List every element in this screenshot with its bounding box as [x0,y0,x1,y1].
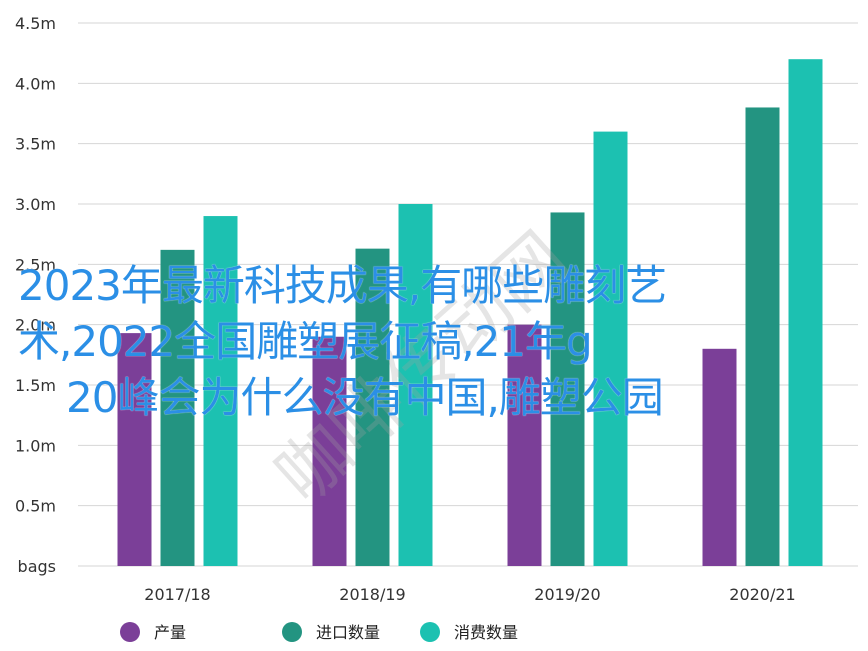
overlay-headline: 2023年最新科技成果,有哪些雕刻艺 术,2022全国雕塑展征稿,21年g 20… [18,258,778,426]
legend-label: 消费数量 [454,623,518,642]
y-axis-ticks: bags 0.5m 1.0m 1.5m 2.0m 2.5m 3.0m 3.5m 4.0m 4.5m [15,14,56,576]
bar-3-4 [788,59,823,566]
bar-2-4 [745,107,780,566]
legend-swatch [120,622,140,642]
legend-label: 产量 [154,623,186,642]
bar-1-4 [702,348,737,566]
y-tick-label: bags [18,557,56,576]
bar-2-2 [355,248,390,566]
x-axis-ticks: 2017/18 2018/19 2019/20 2020/21 [144,585,795,604]
legend-swatch [282,622,302,642]
y-tick-label: 1.0m [15,436,56,455]
y-tick-label: 4.0m [15,74,56,93]
legend: 产量 进口数量 消费数量 [120,622,518,642]
bars [117,59,823,567]
legend-swatch [420,622,440,642]
y-tick-label: 0.5m [15,497,56,516]
y-tick-label: 2.5m [15,255,56,274]
bar-2-1 [160,249,195,566]
bar-3-1 [203,216,238,567]
bar-3-3 [593,131,628,566]
overlay-line-3: 20峰会为什么没有中国,雕塑公园 [66,373,664,422]
bar-3-2 [398,204,433,566]
bar-1-1 [117,333,152,566]
y-tick-label: 3.5m [15,135,56,154]
legend-label: 进口数量 [316,623,380,642]
bar-1-3 [507,324,542,566]
bar-2-3 [550,212,585,567]
y-tick-label: 3.0m [15,195,56,214]
bar-1-2 [312,336,347,566]
x-tick-label: 2019/20 [534,585,600,604]
y-tick-label: 1.5m [15,376,56,395]
x-tick-label: 2017/18 [144,585,210,604]
overlay-line-1: 2023年最新科技成果,有哪些雕刻艺 [18,261,667,310]
y-tick-label: 4.5m [15,14,56,33]
x-tick-label: 2020/21 [729,585,795,604]
y-tick-label: 2.0m [15,316,56,335]
overlay-line-2: 术,2022全国雕塑展征稿,21年g [18,317,593,366]
x-tick-label: 2018/19 [339,585,405,604]
